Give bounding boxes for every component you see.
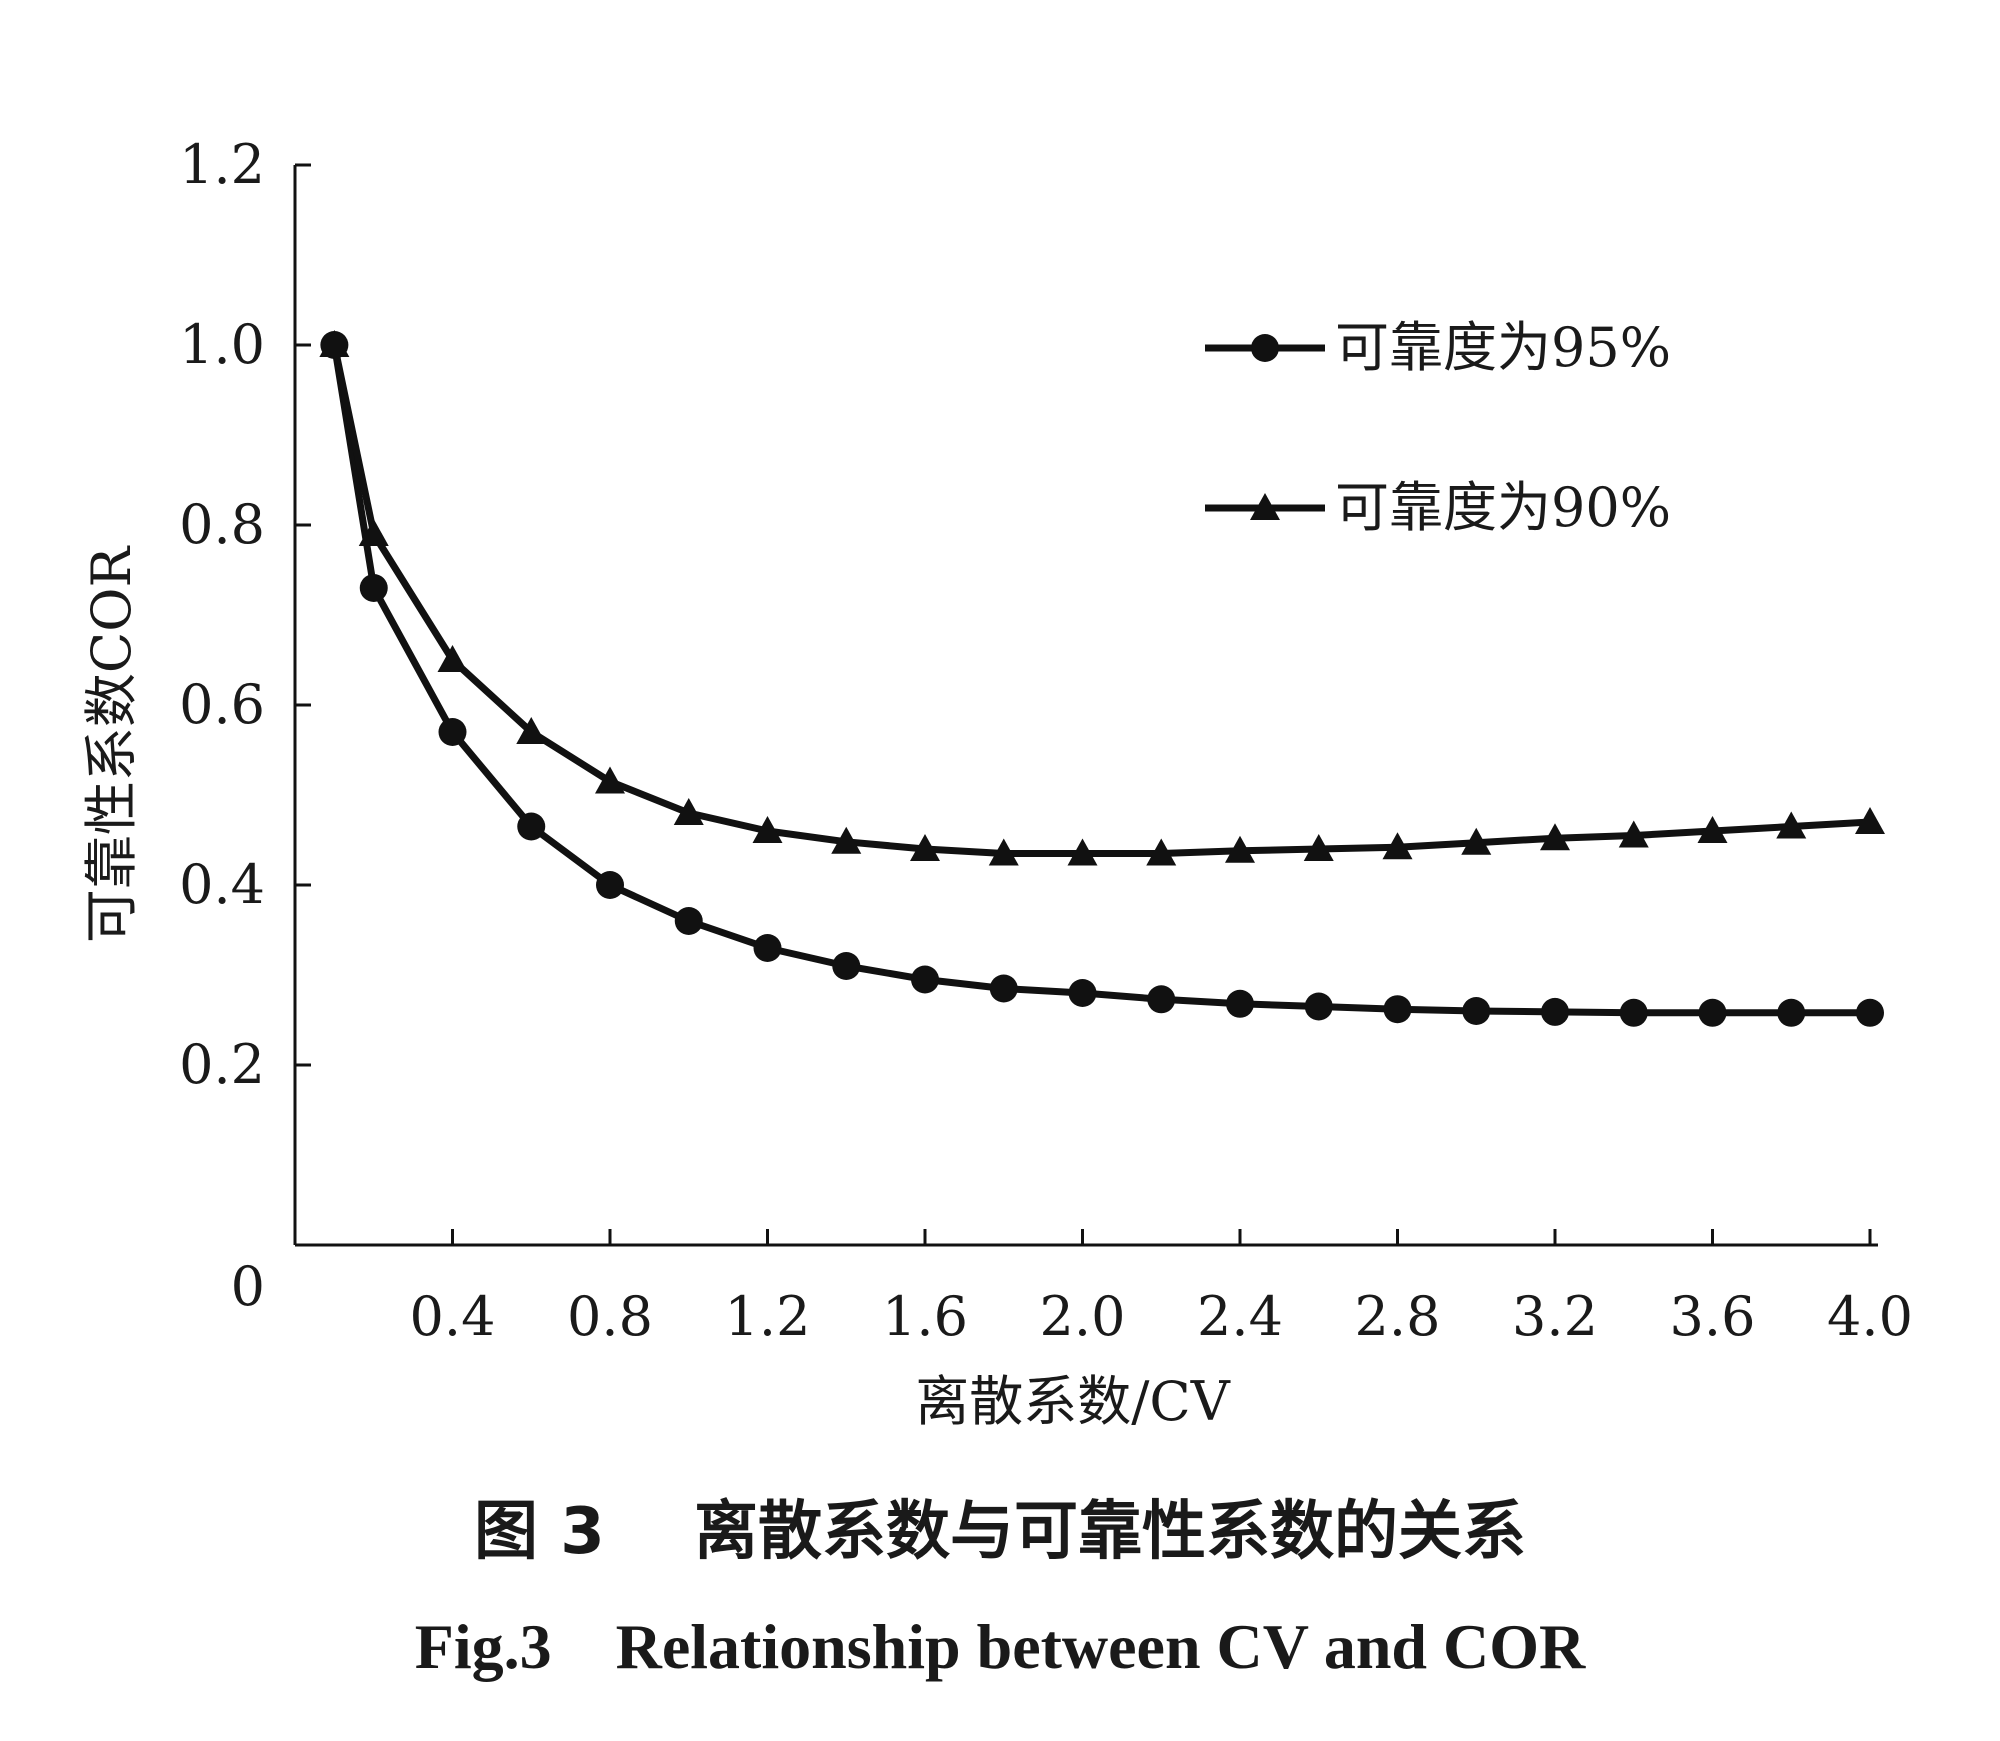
x-tick-label: 1.6 (882, 1285, 968, 1348)
data-point (832, 952, 861, 980)
x-tick-label: 2.0 (1040, 1285, 1126, 1348)
data-point (1697, 816, 1728, 843)
legend-label: 可靠度为95% (1335, 316, 1671, 379)
figure-caption-chinese: 图 3 离散系数与可靠性系数的关系 (474, 1495, 1526, 1569)
x-origin-label: 0 (231, 1255, 265, 1318)
series-line (330, 341, 1874, 1017)
data-point (1698, 998, 1727, 1027)
chart: 0.2 0.4 0.6 0.8 1.0 1.2 0.4 0.8 1.2 1.6 2.0 2.4 2.8 3… (80, 133, 1913, 1433)
data-point (1776, 811, 1807, 839)
series-2 (319, 330, 1885, 866)
data-point (516, 717, 547, 744)
data-point (596, 871, 624, 899)
x-tick-label: 4.0 (1827, 1285, 1913, 1348)
data-point (1540, 823, 1570, 851)
legend-marker (1251, 334, 1279, 362)
data-point (1461, 827, 1492, 855)
x-tick-label: 0.8 (567, 1285, 653, 1348)
data-point (1147, 985, 1176, 1014)
data-point (1225, 835, 1255, 863)
series-1 (320, 331, 1884, 1027)
y-tick-label: 0.6 (179, 673, 265, 736)
y-tick-label: 0.4 (179, 853, 265, 916)
data-point (1462, 997, 1491, 1025)
data-point (1146, 838, 1177, 866)
data-point (1068, 979, 1097, 1007)
data-point (1303, 834, 1334, 861)
legend: 可靠度为95% 可靠度为90% (1205, 316, 1671, 539)
data-point (1856, 998, 1884, 1027)
x-tick-label: 0.4 (410, 1285, 496, 1348)
data-point (595, 766, 625, 794)
y-tick-label: 0.8 (179, 493, 265, 556)
x-axis-title: 离散系数/CV (915, 1370, 1231, 1433)
data-point (911, 965, 939, 994)
axes: 0.2 0.4 0.6 0.8 1.0 1.2 0.4 0.8 1.2 1.6 2.0 2.4 2.8 3… (80, 133, 1913, 1433)
data-point (319, 330, 350, 357)
data-point (1777, 998, 1806, 1027)
data-point (1855, 807, 1885, 834)
data-point (1383, 995, 1412, 1024)
y-axis-title: 可靠性系数COR (80, 546, 143, 944)
x-tick-label: 2.4 (1197, 1285, 1283, 1348)
data-point (674, 907, 703, 935)
data-point (673, 798, 704, 825)
legend-item-2: 可靠度为90% (1205, 476, 1671, 539)
data-point (831, 826, 862, 854)
data-point (1618, 820, 1649, 848)
x-tick-label: 2.8 (1355, 1285, 1441, 1348)
x-tick-label: 3.2 (1512, 1285, 1598, 1348)
data-point (1304, 992, 1333, 1021)
data-point (1541, 997, 1569, 1026)
data-point (1226, 989, 1254, 1018)
data-point (437, 645, 468, 672)
data-point (752, 816, 783, 843)
data-point (358, 519, 389, 546)
data-point (1619, 998, 1648, 1027)
x-tick-label: 1.2 (725, 1285, 811, 1348)
data-point (517, 812, 546, 841)
data-point (438, 718, 467, 746)
figure-caption-english: Fig.3 Relationship between CV and COR (414, 1611, 1586, 1682)
data-point (753, 934, 782, 962)
y-tick-label: 1.0 (179, 313, 265, 376)
x-tick-label: 3.6 (1670, 1285, 1756, 1348)
data-point (1067, 838, 1098, 866)
data-point (359, 574, 388, 602)
legend-marker (1250, 493, 1280, 520)
data-point (989, 974, 1018, 1003)
series-line (330, 341, 1874, 857)
data-point (988, 838, 1019, 866)
y-tick-label: 1.2 (179, 133, 265, 196)
y-tick-label: 0.2 (179, 1033, 265, 1096)
data-point (1382, 832, 1413, 860)
data-point (910, 834, 940, 861)
legend-label: 可靠度为90% (1335, 476, 1671, 539)
legend-item-1: 可靠度为95% (1205, 316, 1671, 379)
series-layer (319, 330, 1885, 1027)
